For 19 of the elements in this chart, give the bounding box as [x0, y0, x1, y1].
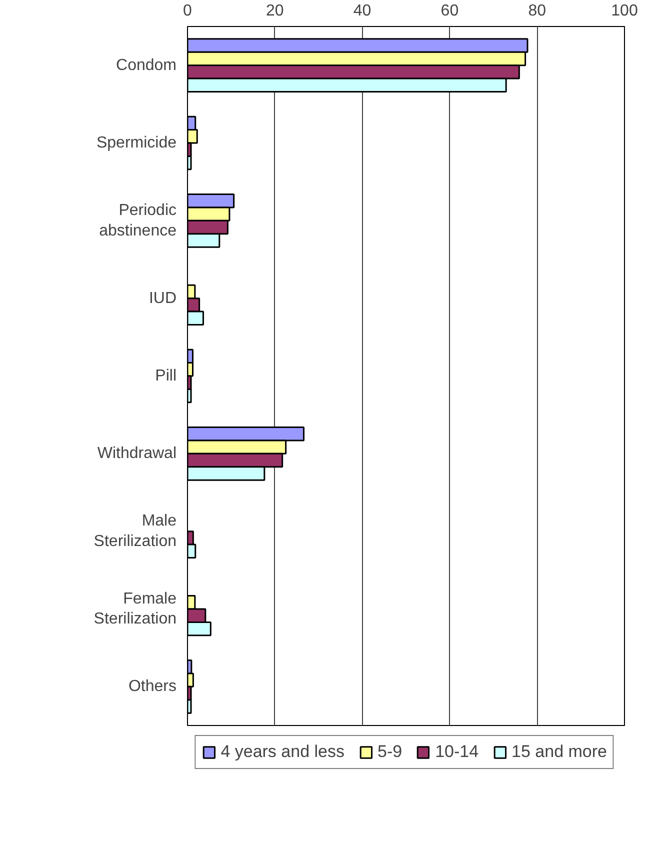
- y-tick-label: IUD: [148, 290, 177, 307]
- y-tick-label: Periodic abstinence: [99, 202, 177, 240]
- legend-label: 4 years and less: [220, 742, 344, 762]
- legend-label: 5-9: [377, 742, 402, 762]
- legend-label: 10-14: [435, 742, 479, 762]
- legend-label: 15 and more: [512, 742, 607, 762]
- x-tick-label: 100: [611, 2, 638, 20]
- x-tick-label: 40: [353, 2, 372, 20]
- y-tick-label: Female Sterilization: [94, 590, 177, 628]
- y-tick-label: Others: [128, 678, 176, 696]
- x-tick-label: 0: [183, 2, 192, 20]
- y-tick-label: Spermicide: [96, 134, 177, 152]
- x-tick-label: 80: [528, 2, 546, 20]
- x-tick-label: 60: [440, 2, 459, 20]
- y-tick-label: Condom: [116, 56, 177, 74]
- x-tick-label: 20: [266, 2, 284, 20]
- y-tick-label: Pill: [155, 368, 177, 384]
- y-tick-label: Male Sterilization: [94, 512, 177, 550]
- y-tick-label: Withdrawal: [97, 445, 177, 462]
